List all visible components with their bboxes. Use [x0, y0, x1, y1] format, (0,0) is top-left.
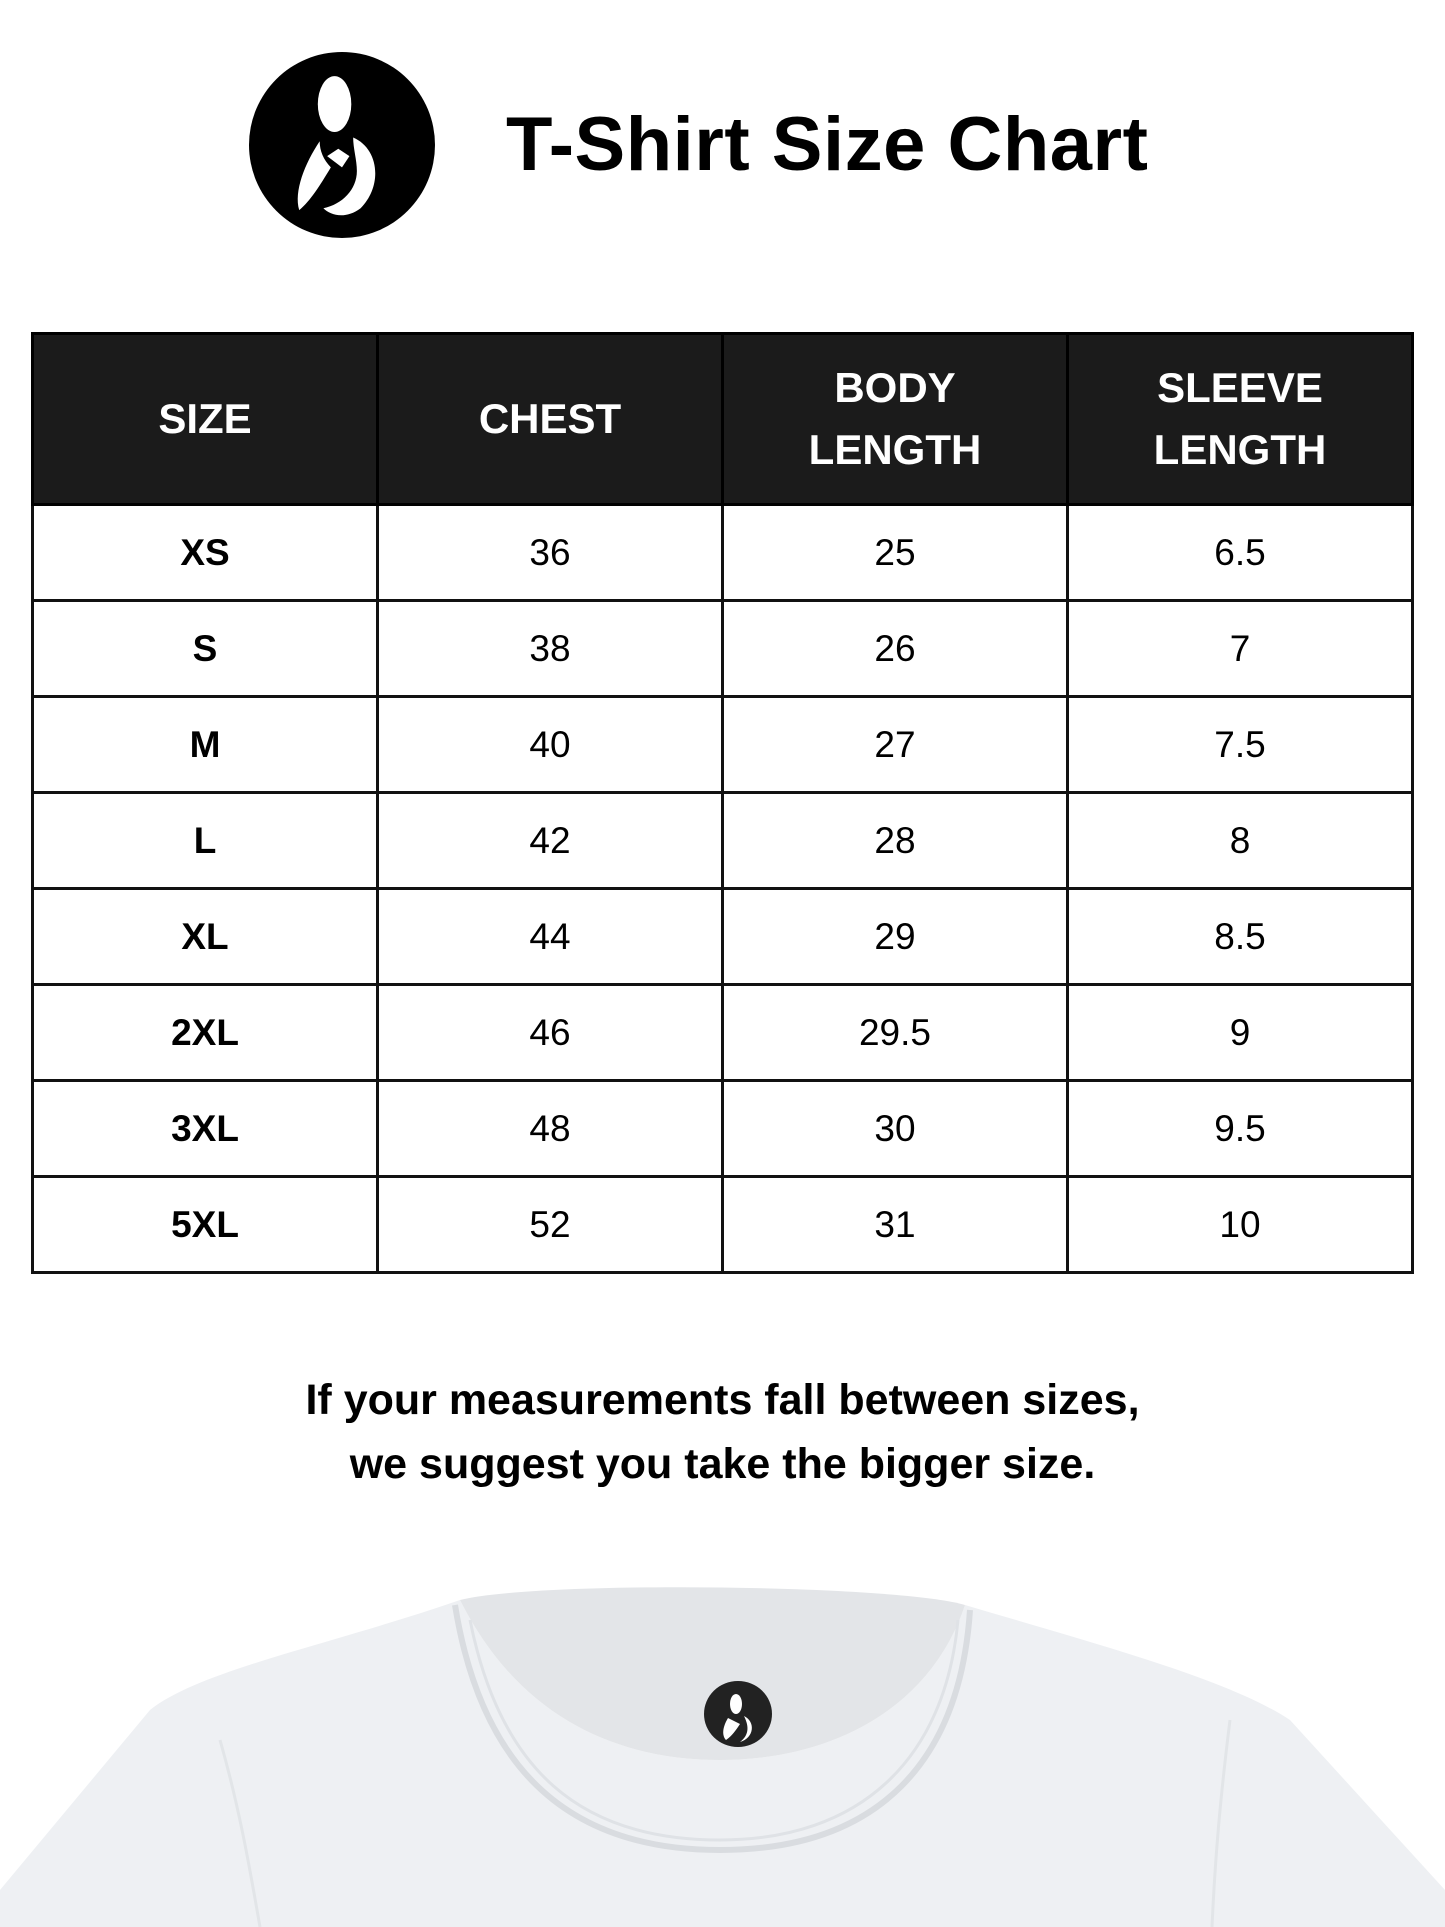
- cell-chest: 40: [376, 695, 724, 794]
- cell-size: S: [31, 599, 379, 698]
- header-label: SLEEVE: [1157, 364, 1323, 411]
- cell-chest: 52: [376, 1175, 724, 1274]
- size-chart-table: SIZE CHEST BODY LENGTH SLEEVE LENGTH XS 36 2…: [31, 332, 1414, 1274]
- cell-body-length: 29.5: [721, 983, 1069, 1082]
- table-row: 2XL 46 29.5 9: [31, 983, 1414, 1082]
- column-header-size: SIZE: [31, 332, 379, 506]
- cell-sleeve-length: 7.5: [1066, 695, 1414, 794]
- cell-chest: 46: [376, 983, 724, 1082]
- cell-body-length: 30: [721, 1079, 1069, 1178]
- header-label: LENGTH: [1153, 426, 1327, 473]
- tshirt-image: [0, 1587, 1445, 1927]
- neck-label-logo-icon: [704, 1681, 772, 1747]
- cell-chest: 44: [376, 887, 724, 986]
- cell-body-length: 28: [721, 791, 1069, 890]
- cell-chest: 42: [376, 791, 724, 890]
- table-row: XS 36 25 6.5: [31, 503, 1414, 602]
- cell-sleeve-length: 9.5: [1066, 1079, 1414, 1178]
- table-row: L 42 28 8: [31, 791, 1414, 890]
- header-label: BODY: [834, 364, 956, 411]
- cell-body-length: 25: [721, 503, 1069, 602]
- cell-chest: 38: [376, 599, 724, 698]
- cell-size: 5XL: [31, 1175, 379, 1274]
- sizing-advice-line-2: we suggest you take the bigger size.: [349, 1440, 1096, 1488]
- header-label: SIZE: [158, 395, 252, 442]
- cell-sleeve-length: 10: [1066, 1175, 1414, 1274]
- cell-sleeve-length: 9: [1066, 983, 1414, 1082]
- cell-chest: 36: [376, 503, 724, 602]
- cell-sleeve-length: 7: [1066, 599, 1414, 698]
- sizing-advice: If your measurements fall between sizes,…: [0, 1368, 1445, 1496]
- column-header-chest: CHEST: [376, 332, 724, 506]
- table-row: M 40 27 7.5: [31, 695, 1414, 794]
- cell-body-length: 29: [721, 887, 1069, 986]
- cell-sleeve-length: 8: [1066, 791, 1414, 890]
- mother-child-logo-icon: [249, 52, 435, 238]
- cell-size: L: [31, 791, 379, 890]
- header-label: CHEST: [478, 395, 622, 442]
- cell-size: M: [31, 695, 379, 794]
- cell-sleeve-length: 8.5: [1066, 887, 1414, 986]
- page-title: T-Shirt Size Chart: [506, 102, 1149, 187]
- column-header-sleeve-length: SLEEVE LENGTH: [1066, 332, 1414, 506]
- cell-body-length: 31: [721, 1175, 1069, 1274]
- cell-size: 3XL: [31, 1079, 379, 1178]
- cell-sleeve-length: 6.5: [1066, 503, 1414, 602]
- cell-body-length: 26: [721, 599, 1069, 698]
- cell-size: XS: [31, 503, 379, 602]
- table-row: S 38 26 7: [31, 599, 1414, 698]
- table-row: XL 44 29 8.5: [31, 887, 1414, 986]
- cell-body-length: 27: [721, 695, 1069, 794]
- cell-chest: 48: [376, 1079, 724, 1178]
- header-label: LENGTH: [808, 426, 982, 473]
- cell-size: 2XL: [31, 983, 379, 1082]
- cell-size: XL: [31, 887, 379, 986]
- table-row: 5XL 52 31 10: [31, 1175, 1414, 1274]
- sizing-advice-line-1: If your measurements fall between sizes,: [305, 1376, 1140, 1424]
- table-row: 3XL 48 30 9.5: [31, 1079, 1414, 1178]
- column-header-body-length: BODY LENGTH: [721, 332, 1069, 506]
- table-header-row: SIZE CHEST BODY LENGTH SLEEVE LENGTH: [31, 332, 1414, 506]
